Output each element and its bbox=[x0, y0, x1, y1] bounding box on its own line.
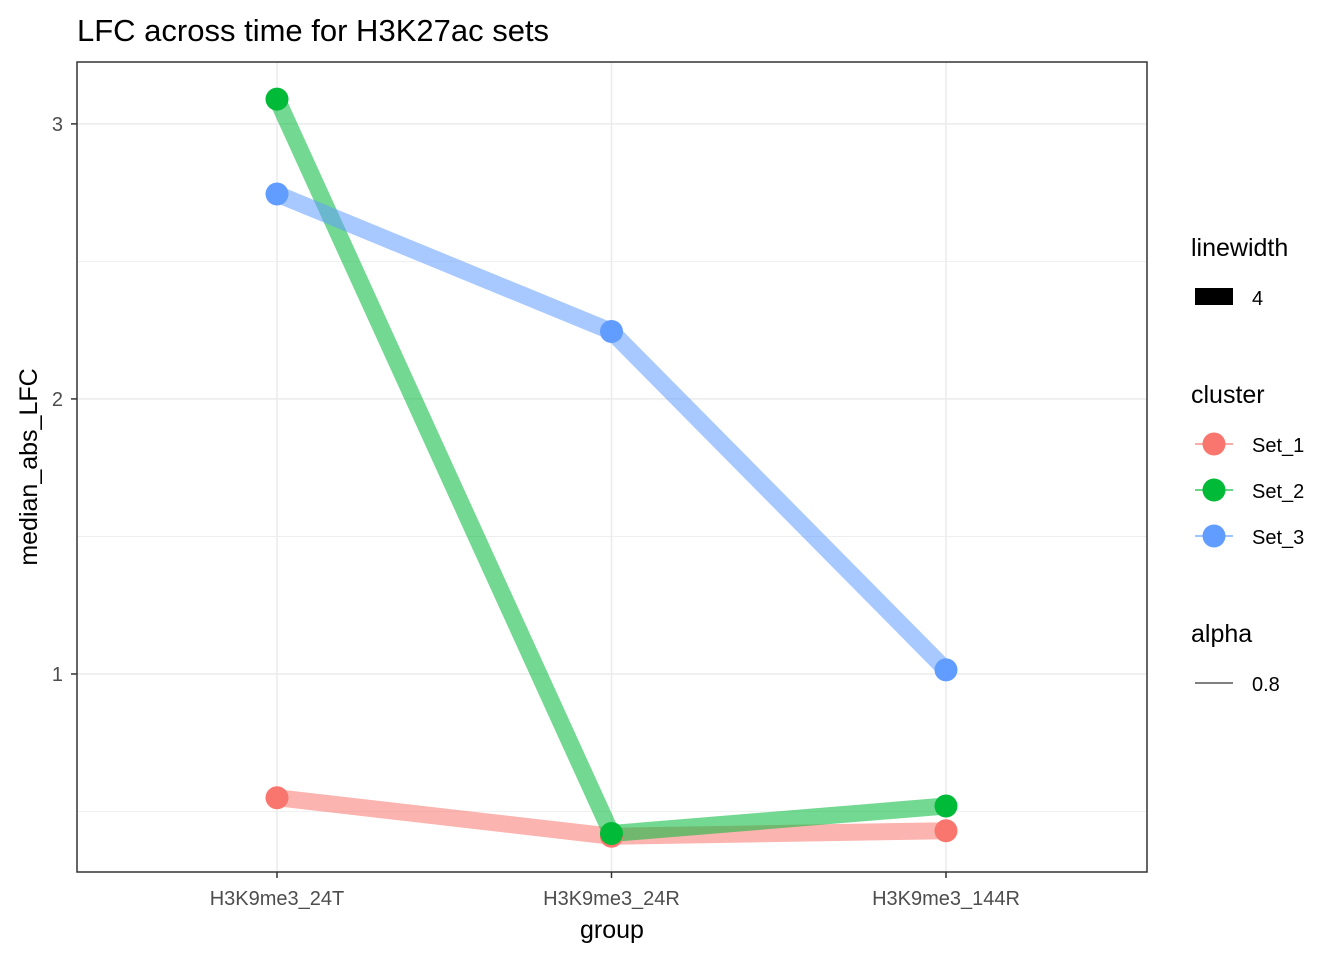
legend-key-point bbox=[1202, 524, 1226, 548]
data-point-Set_2 bbox=[265, 87, 289, 111]
legend-cluster-label: Set_3 bbox=[1252, 527, 1304, 549]
legend-alpha-title: alpha bbox=[1191, 620, 1252, 648]
x-tick-label: H3K9me3_144R bbox=[872, 888, 1020, 910]
data-point-Set_1 bbox=[934, 819, 958, 843]
y-axis: 1 2 3 bbox=[52, 114, 77, 686]
legend-alpha-label: 0.8 bbox=[1252, 674, 1280, 696]
legend-linewidth-label: 4 bbox=[1252, 288, 1263, 310]
y-axis-label: median_abs_LFC bbox=[15, 368, 43, 565]
x-tick-label: H3K9me3_24T bbox=[210, 888, 345, 910]
legend: linewidth 4 cluster Set_1 Set_2 Set_3 alph… bbox=[1191, 234, 1304, 696]
data-point-Set_2 bbox=[934, 794, 958, 818]
chart-title: LFC across time for H3K27ac sets bbox=[77, 13, 549, 48]
legend-linewidth-key bbox=[1195, 288, 1233, 305]
y-tick-label: 2 bbox=[52, 389, 63, 411]
x-tick-label: H3K9me3_24R bbox=[543, 888, 680, 910]
grid bbox=[77, 62, 1147, 872]
legend-cluster-label: Set_1 bbox=[1252, 435, 1304, 457]
legend-cluster-label: Set_2 bbox=[1252, 481, 1304, 503]
data-point-Set_3 bbox=[600, 320, 623, 344]
x-axis-label: group bbox=[580, 916, 644, 944]
legend-linewidth-title: linewidth bbox=[1191, 234, 1288, 262]
legend-key-point bbox=[1202, 478, 1226, 502]
y-tick-label: 3 bbox=[52, 114, 63, 136]
series-points bbox=[265, 87, 958, 848]
legend-key-point bbox=[1202, 432, 1226, 456]
data-point-Set_1 bbox=[265, 786, 289, 810]
data-point-Set_3 bbox=[934, 658, 958, 682]
legend-cluster-title: cluster bbox=[1191, 381, 1265, 409]
y-tick-label: 1 bbox=[52, 664, 63, 686]
data-point-Set_2 bbox=[600, 821, 623, 845]
x-axis: H3K9me3_24T H3K9me3_24R H3K9me3_144R bbox=[210, 872, 1020, 910]
data-point-Set_3 bbox=[265, 182, 289, 206]
